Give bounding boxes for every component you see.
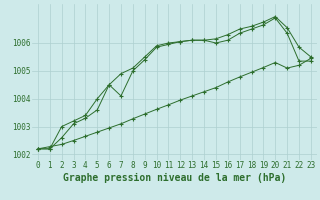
- X-axis label: Graphe pression niveau de la mer (hPa): Graphe pression niveau de la mer (hPa): [63, 172, 286, 183]
